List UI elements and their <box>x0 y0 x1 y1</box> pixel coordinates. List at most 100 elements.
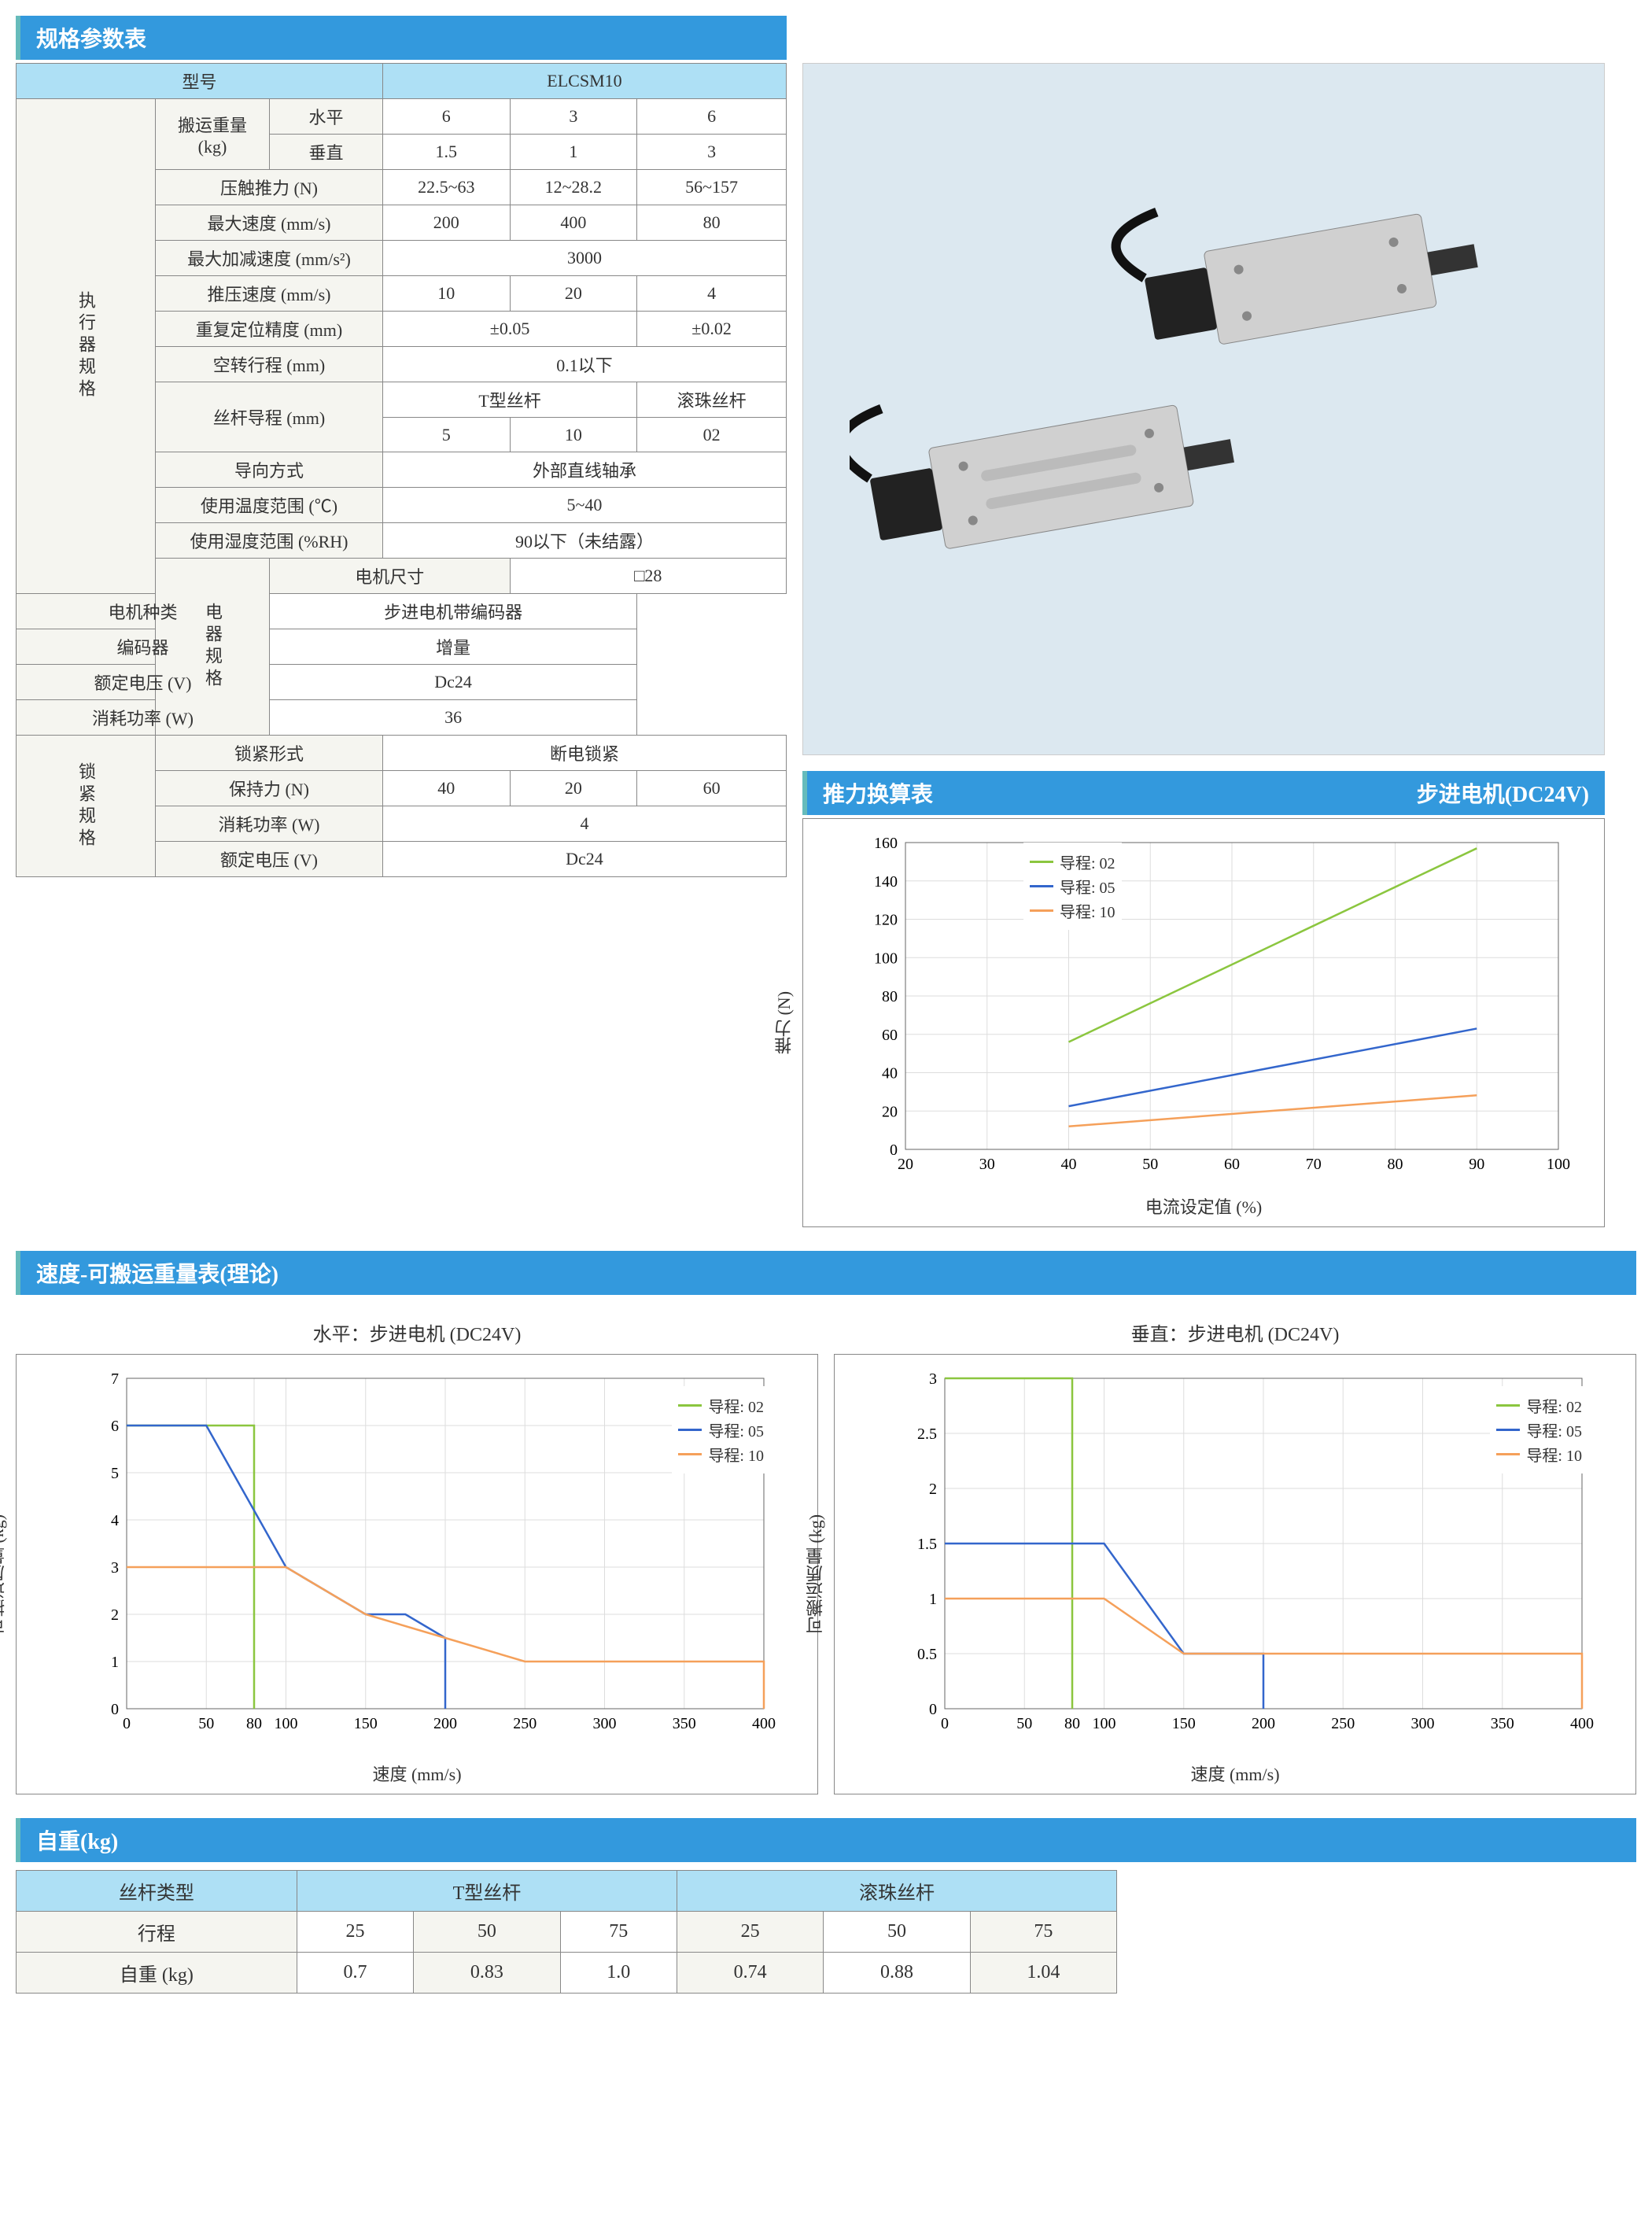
svg-text:100: 100 <box>1547 1156 1570 1173</box>
actuator-illustration <box>850 134 1558 684</box>
svg-text:1.5: 1.5 <box>917 1536 937 1553</box>
cell: 6 <box>382 99 510 135</box>
cell: 6 <box>637 99 787 135</box>
cell: T型丝杆 <box>382 382 636 418</box>
cell: 80 <box>637 205 787 241</box>
svg-text:400: 400 <box>752 1715 776 1732</box>
legend-label: 导程: 05 <box>708 1418 764 1441</box>
svg-text:60: 60 <box>882 1027 898 1044</box>
legend-label: 导程: 10 <box>708 1443 764 1466</box>
thrust-chart-svg: 2030405060708090100020406080100120140160 <box>866 835 1574 1181</box>
cell: 滚珠丝杆 <box>637 382 787 418</box>
vmax-label: 最大速度 (mm/s) <box>156 205 383 241</box>
thrust-sub: 步进电机(DC24V) <box>1417 777 1589 809</box>
svg-text:200: 200 <box>433 1715 457 1732</box>
cell: 0.7 <box>297 1953 413 1994</box>
spec-title: 规格参数表 <box>36 28 146 52</box>
svg-text:40: 40 <box>1061 1156 1077 1173</box>
carry-v-label: 垂直 <box>270 135 383 170</box>
speed-v-chart: 0508010015020025030035040000.511.522.53 … <box>834 1354 1636 1794</box>
svg-text:0: 0 <box>941 1715 949 1732</box>
weight-title: 自重(kg) <box>36 1830 118 1854</box>
cell: 75 <box>970 1912 1116 1953</box>
accel-label: 最大加减速度 (mm/s²) <box>156 241 383 276</box>
legend-swatch <box>1030 885 1053 887</box>
cell: 外部直线轴承 <box>382 452 786 488</box>
stroke-label: 行程 <box>17 1912 297 1953</box>
cell: 12~28.2 <box>510 170 637 205</box>
svg-text:60: 60 <box>1224 1156 1240 1173</box>
lead-label: 丝杆导程 (mm) <box>156 382 383 452</box>
svg-text:0: 0 <box>123 1715 131 1732</box>
thrust-chart: 2030405060708090100020406080100120140160… <box>802 818 1605 1227</box>
svg-text:100: 100 <box>1093 1715 1116 1732</box>
spec-section-header: 规格参数表 <box>16 16 787 60</box>
cell: 25 <box>677 1912 824 1953</box>
svg-text:5: 5 <box>111 1465 119 1482</box>
svg-text:100: 100 <box>874 950 898 967</box>
svg-text:250: 250 <box>1331 1715 1355 1732</box>
cell: T型丝杆 <box>297 1871 677 1912</box>
screw-type-label: 丝杆类型 <box>17 1871 297 1912</box>
svg-text:100: 100 <box>275 1715 298 1732</box>
cell: 20 <box>510 771 637 806</box>
pspeed-label: 推压速度 (mm/s) <box>156 276 383 312</box>
humid-label: 使用湿度范围 (%RH) <box>156 523 383 559</box>
speed-v-title: 垂直：步进电机 (DC24V) <box>834 1319 1636 1346</box>
speed-h-title: 水平：步进电机 (DC24V) <box>16 1319 818 1346</box>
svg-text:80: 80 <box>1388 1156 1403 1173</box>
cell: ±0.05 <box>382 312 636 347</box>
cell: 1.5 <box>382 135 510 170</box>
cell: 90以下（未结露） <box>382 523 786 559</box>
ltype-label: 锁紧形式 <box>156 736 383 771</box>
carry-h-label: 水平 <box>270 99 383 135</box>
model-label: 型号 <box>17 64 383 99</box>
product-image <box>802 63 1605 755</box>
svg-text:250: 250 <box>513 1715 537 1732</box>
svg-text:50: 50 <box>198 1715 214 1732</box>
svg-text:6: 6 <box>111 1418 119 1435</box>
svg-text:30: 30 <box>979 1156 995 1173</box>
cell: 0.83 <box>414 1953 560 1994</box>
volt-label: 额定电压 (V) <box>17 665 270 700</box>
thrust-xlabel: 电流设定值 (%) <box>1145 1193 1262 1219</box>
svg-text:90: 90 <box>1469 1156 1484 1173</box>
repeat-label: 重复定位精度 (mm) <box>156 312 383 347</box>
legend-swatch <box>678 1429 702 1431</box>
legend-swatch <box>1496 1453 1520 1455</box>
legend-swatch <box>1030 909 1053 912</box>
cell: 10 <box>510 418 637 452</box>
svg-text:0: 0 <box>111 1701 119 1718</box>
speed-header: 速度-可搬运重量表(理论) <box>16 1251 1636 1295</box>
press-label: 压触推力 (N) <box>156 170 383 205</box>
svg-text:1: 1 <box>929 1591 937 1608</box>
svg-text:1: 1 <box>111 1654 119 1671</box>
cell: 滚珠丝杆 <box>677 1871 1117 1912</box>
cell: 0.88 <box>824 1953 970 1994</box>
cell: 60 <box>637 771 787 806</box>
top-row: 型号 ELCSM10 执行器规格 搬运重量 (kg) 水平 6 3 6 垂直 1… <box>16 63 1636 1227</box>
svg-text:2: 2 <box>111 1606 119 1624</box>
cell: 75 <box>560 1912 677 1953</box>
guide-label: 导向方式 <box>156 452 383 488</box>
svg-text:3: 3 <box>929 1370 937 1388</box>
cell: 22.5~63 <box>382 170 510 205</box>
actuator-section: 执行器规格 <box>17 99 156 594</box>
lock-section: 锁紧规格 <box>17 736 156 877</box>
legend-swatch <box>678 1404 702 1407</box>
svg-text:200: 200 <box>1252 1715 1275 1732</box>
svg-text:120: 120 <box>874 912 898 929</box>
svg-text:160: 160 <box>874 835 898 852</box>
cell: 50 <box>824 1912 970 1953</box>
cell: 4 <box>382 806 786 842</box>
cell: 40 <box>382 771 510 806</box>
msize-label: 电机尺寸 <box>270 559 511 594</box>
cell: 10 <box>382 276 510 312</box>
cell: 步进电机带编码器 <box>270 594 637 629</box>
cell: 5~40 <box>382 488 786 523</box>
speed-h-chart: 0508010015020025030035040001234567 可搬运质量… <box>16 1354 818 1794</box>
speed-v-wrap: 垂直：步进电机 (DC24V) 050801001502002503003504… <box>834 1311 1636 1794</box>
thrust-legend: 导程: 02 导程: 05 导程: 10 <box>1023 843 1122 930</box>
legend-label: 导程: 10 <box>1526 1443 1582 1466</box>
svg-text:80: 80 <box>246 1715 262 1732</box>
